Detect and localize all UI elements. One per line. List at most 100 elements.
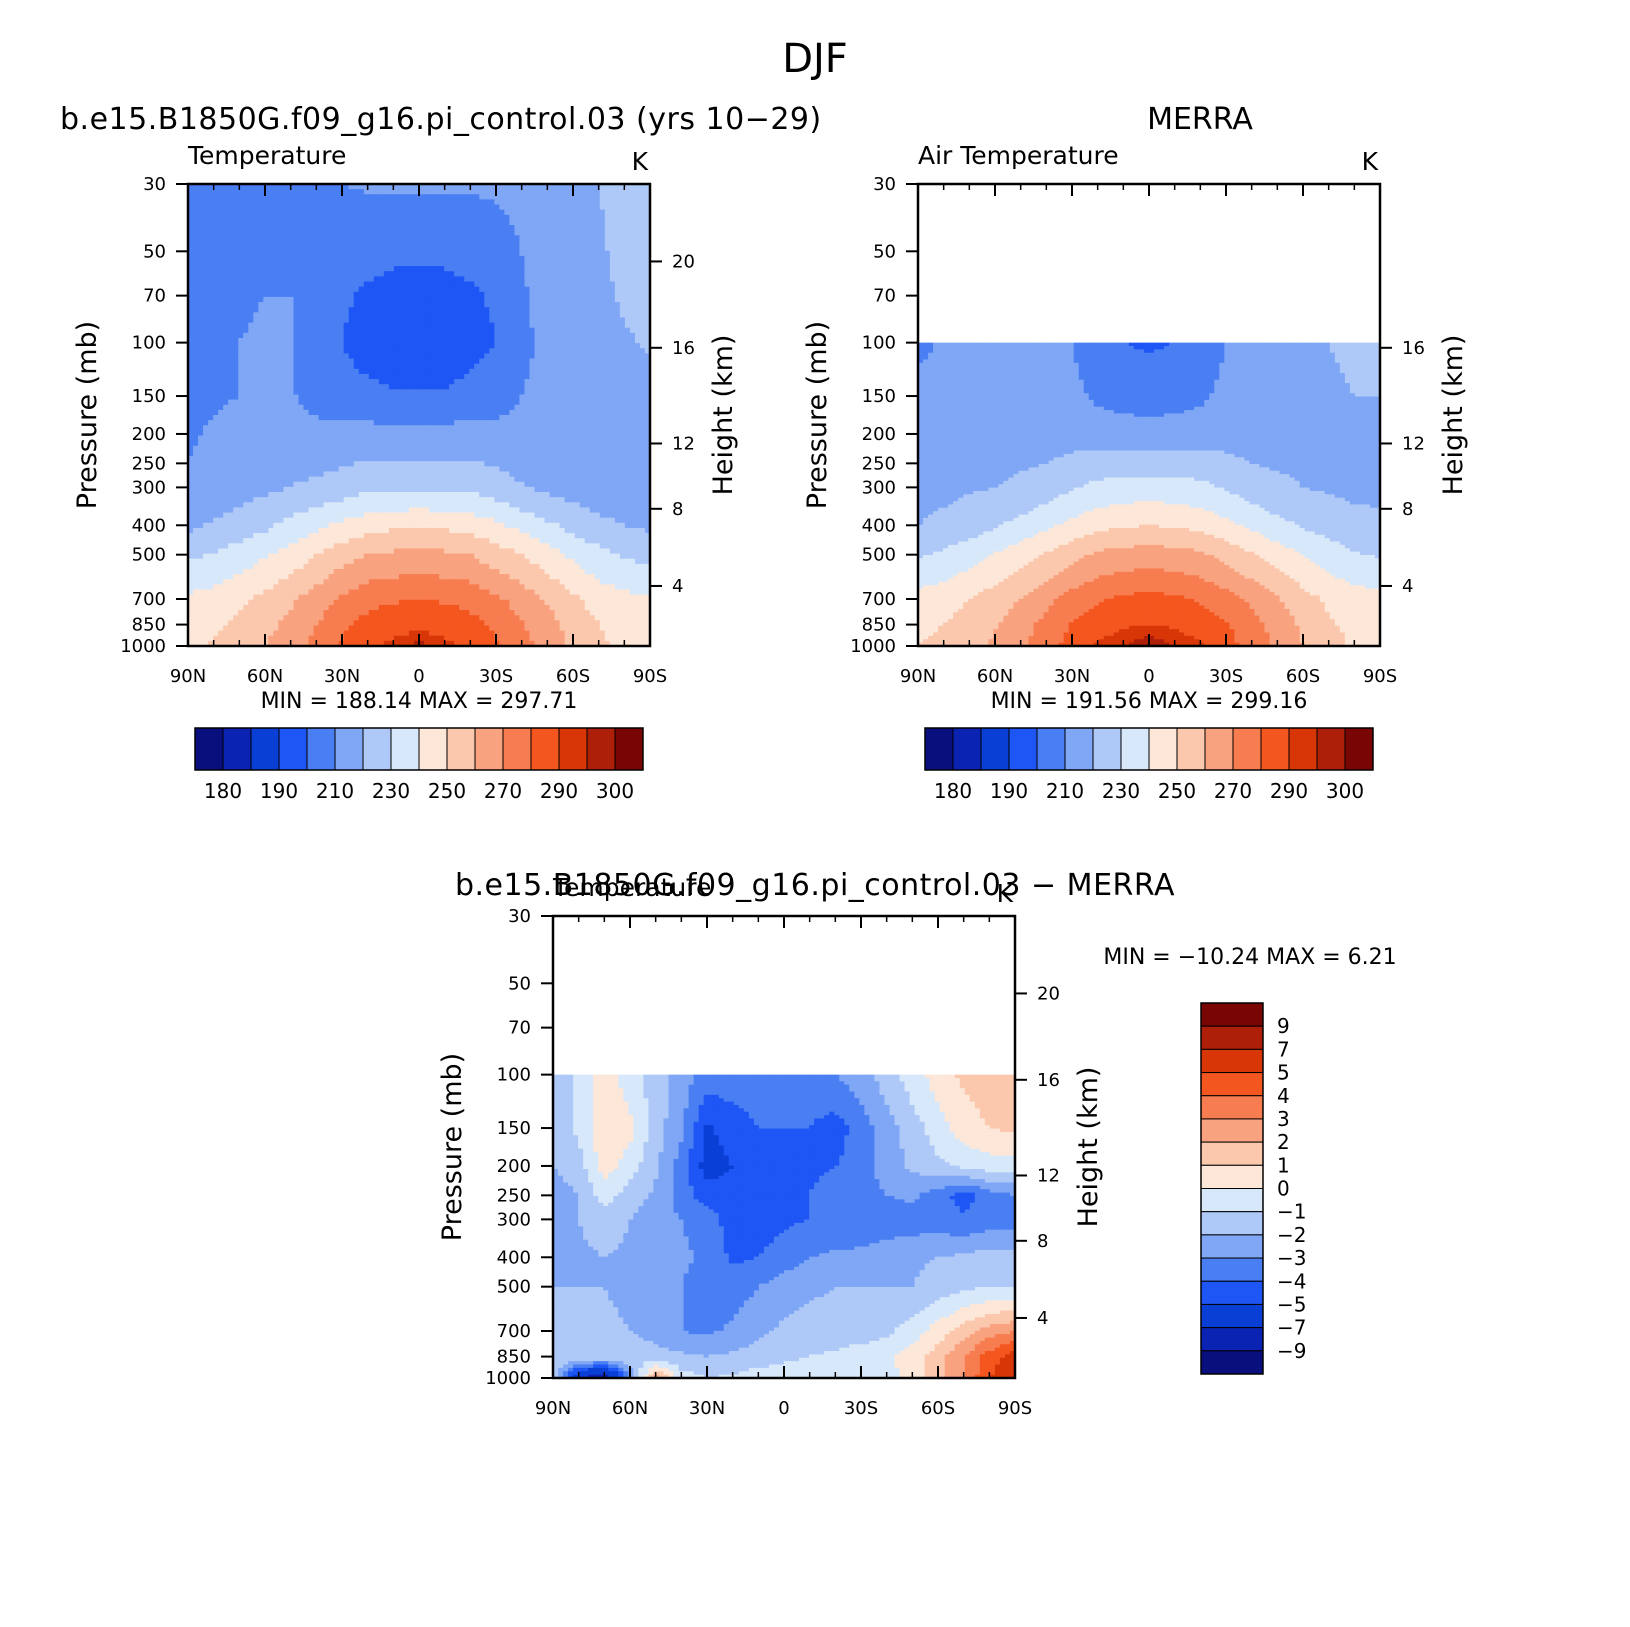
contour-cell — [258, 394, 264, 400]
contour-cell — [399, 405, 405, 411]
contour-cell — [590, 251, 596, 257]
contour-cell — [268, 317, 274, 323]
contour-cell — [389, 333, 395, 339]
contour-cell — [529, 225, 535, 231]
contour-cell — [630, 210, 636, 216]
contour-cell — [620, 405, 626, 411]
contour-cell — [324, 230, 330, 236]
contour-cell — [298, 379, 304, 385]
contour-cell — [213, 425, 219, 431]
contour-cell — [268, 210, 274, 216]
contour-cell — [545, 451, 551, 457]
contour-cell — [339, 312, 345, 318]
contour-cell — [394, 271, 400, 277]
contour-cell — [208, 338, 214, 344]
contour-cell — [414, 266, 420, 272]
contour-cell — [203, 194, 209, 200]
contour-cell — [585, 266, 591, 272]
contour-cell — [208, 456, 214, 462]
contour-cell — [253, 240, 259, 246]
contour-cell — [263, 235, 269, 241]
contour-cell — [469, 436, 475, 442]
contour-cell — [288, 425, 294, 431]
contour-cell — [489, 323, 495, 329]
contour-cell — [374, 282, 380, 288]
contour-cell — [429, 348, 435, 354]
contour-cell — [293, 369, 299, 375]
contour-cell — [258, 405, 264, 411]
contour-cell — [565, 436, 571, 442]
contour-cell — [394, 425, 400, 431]
contour-cell — [314, 220, 320, 226]
contour-cell — [359, 343, 365, 349]
contour-cell — [233, 436, 239, 442]
contour-cell — [600, 205, 606, 211]
contour-cell — [223, 312, 229, 318]
contour-cell — [585, 415, 591, 421]
contour-cell — [203, 353, 209, 359]
contour-cell — [293, 225, 299, 231]
contour-cell — [319, 359, 325, 365]
contour-cell — [529, 251, 535, 257]
contour-cell — [344, 436, 350, 442]
contour-cell — [479, 297, 485, 303]
contour-cell — [354, 246, 360, 252]
contour-cell — [555, 348, 561, 354]
contour-cell — [223, 317, 229, 323]
contour-cell — [268, 364, 274, 370]
contour-cell — [459, 271, 465, 277]
contour-cell — [379, 189, 385, 195]
contour-cell — [540, 415, 546, 421]
contour-cell — [293, 246, 299, 252]
contour-cell — [499, 323, 505, 329]
contour-cell — [565, 441, 571, 447]
contour-cell — [198, 261, 204, 267]
contour-cell — [580, 333, 586, 339]
contour-cell — [585, 312, 591, 318]
contour-cell — [565, 215, 571, 221]
contour-cell — [404, 317, 410, 323]
contour-cell — [248, 205, 254, 211]
contour-cell — [449, 292, 455, 298]
contour-cell — [610, 446, 616, 452]
contour-cell — [208, 400, 214, 406]
contour-cell — [263, 348, 269, 354]
contour-cell — [449, 246, 455, 252]
contour-cell — [600, 400, 606, 406]
contour-cell — [394, 441, 400, 447]
contour-cell — [203, 240, 209, 246]
contour-cell — [268, 261, 274, 267]
contour-cell — [298, 210, 304, 216]
contour-cell — [590, 400, 596, 406]
contour-cell — [474, 389, 480, 395]
contour-cell — [389, 210, 395, 216]
contour-cell — [288, 292, 294, 298]
contour-cell — [509, 343, 515, 349]
contour-cell — [484, 323, 490, 329]
contour-cell — [409, 220, 415, 226]
contour-cell — [474, 436, 480, 442]
contour-cell — [489, 364, 495, 370]
contour-cell — [329, 436, 335, 442]
contour-cell — [268, 235, 274, 241]
contour-cell — [404, 205, 410, 211]
contour-cell — [434, 210, 440, 216]
contour-cell — [233, 461, 239, 467]
contour-cell — [444, 446, 450, 452]
contour-cell — [499, 389, 505, 395]
contour-cell — [218, 456, 224, 462]
contour-cell — [329, 282, 335, 288]
contour-cell — [208, 461, 214, 467]
contour-cell — [223, 220, 229, 226]
contour-cell — [374, 364, 380, 370]
contour-cell — [550, 400, 556, 406]
contour-cell — [454, 353, 460, 359]
contour-cell — [479, 430, 485, 436]
contour-cell — [630, 271, 636, 277]
contour-cell — [193, 461, 199, 467]
contour-cell — [349, 369, 355, 375]
contour-cell — [570, 328, 576, 334]
contour-cell — [314, 297, 320, 303]
contour-cell — [550, 261, 556, 267]
contour-cell — [565, 276, 571, 282]
